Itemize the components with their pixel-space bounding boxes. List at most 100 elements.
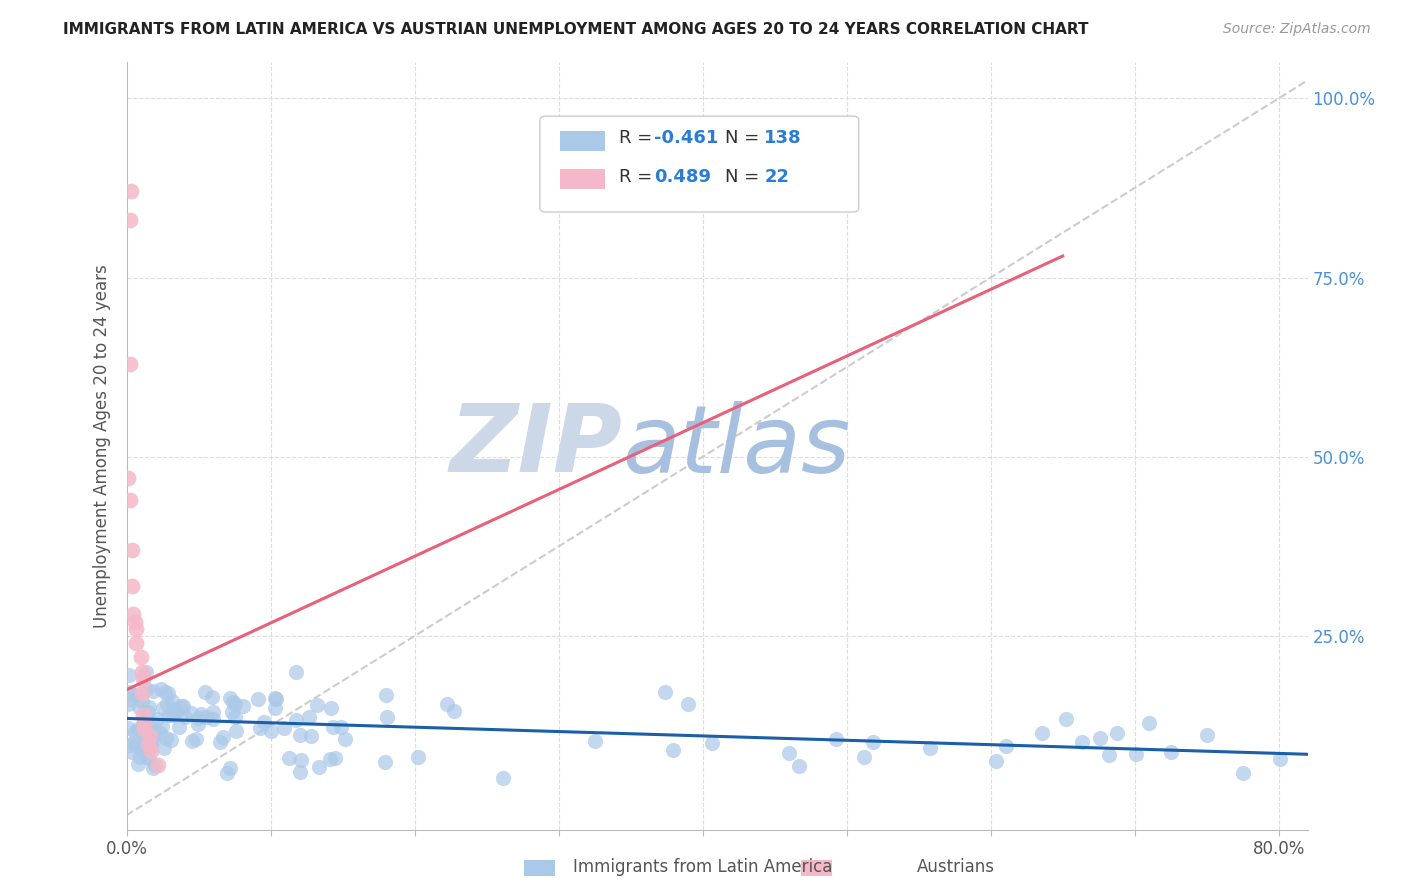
Point xyxy=(277,751,299,765)
Point xyxy=(288,728,311,742)
Point xyxy=(284,665,307,679)
Point xyxy=(1031,726,1053,740)
Bar xyxy=(524,860,555,876)
Point xyxy=(1195,728,1218,742)
Point xyxy=(225,723,247,738)
Text: R =: R = xyxy=(619,168,658,186)
Point xyxy=(124,688,146,702)
Point xyxy=(118,357,141,371)
Point xyxy=(1054,713,1077,727)
Point xyxy=(918,740,941,755)
Point xyxy=(583,734,606,748)
Point xyxy=(170,698,193,713)
Point xyxy=(260,724,283,739)
Point xyxy=(1098,748,1121,763)
Point xyxy=(217,766,239,780)
Point xyxy=(150,681,173,696)
Point xyxy=(135,681,157,696)
Point xyxy=(298,710,321,724)
Point xyxy=(135,665,157,680)
Text: Source: ZipAtlas.com: Source: ZipAtlas.com xyxy=(1223,22,1371,37)
Point xyxy=(285,713,308,727)
Point xyxy=(146,712,169,726)
Point xyxy=(121,745,143,759)
Point xyxy=(155,731,177,745)
Point xyxy=(676,698,699,712)
Point xyxy=(288,764,311,779)
Text: ZIP: ZIP xyxy=(450,400,623,492)
Point xyxy=(129,650,152,665)
Point xyxy=(121,543,143,558)
Point xyxy=(443,704,465,718)
Point xyxy=(202,705,225,719)
Point xyxy=(852,750,875,764)
Point xyxy=(406,750,429,764)
Point xyxy=(125,622,148,636)
Text: Immigrants from Latin America: Immigrants from Latin America xyxy=(574,858,832,876)
Point xyxy=(654,685,676,699)
Point xyxy=(118,667,141,681)
FancyBboxPatch shape xyxy=(540,116,859,212)
Point xyxy=(136,743,159,757)
Point xyxy=(187,717,209,731)
Text: atlas: atlas xyxy=(623,401,851,491)
Y-axis label: Unemployment Among Ages 20 to 24 years: Unemployment Among Ages 20 to 24 years xyxy=(93,264,111,628)
Point xyxy=(375,688,398,702)
Point xyxy=(132,669,155,683)
Point xyxy=(142,761,165,775)
Point xyxy=(136,705,159,719)
Point xyxy=(139,725,162,739)
Point xyxy=(132,743,155,757)
Bar xyxy=(560,131,605,151)
Point xyxy=(181,734,204,748)
Point xyxy=(1160,745,1182,759)
Point xyxy=(224,697,246,711)
Point xyxy=(702,736,724,750)
Point xyxy=(492,772,515,786)
Point xyxy=(172,699,194,714)
Point xyxy=(125,739,148,753)
Point xyxy=(132,672,155,686)
Point xyxy=(212,730,235,744)
Point xyxy=(219,691,242,706)
Point xyxy=(323,751,346,765)
Point xyxy=(138,751,160,765)
Point xyxy=(160,733,183,747)
Point xyxy=(135,749,157,764)
Text: 22: 22 xyxy=(765,168,789,186)
Point xyxy=(253,715,276,730)
Point xyxy=(157,685,180,699)
Point xyxy=(152,700,174,714)
Point xyxy=(125,636,148,650)
Point xyxy=(194,685,217,699)
Text: R =: R = xyxy=(619,129,658,147)
Point xyxy=(329,720,352,734)
Point xyxy=(219,761,242,775)
Point xyxy=(195,709,218,723)
Point xyxy=(1088,731,1111,745)
Point xyxy=(1232,766,1254,780)
Point xyxy=(117,471,139,485)
Point xyxy=(138,730,160,744)
Point xyxy=(135,730,157,744)
Point xyxy=(221,705,243,719)
Point xyxy=(222,694,245,708)
Point xyxy=(662,743,685,757)
Point xyxy=(787,759,810,773)
Point xyxy=(117,721,139,735)
Text: Austrians: Austrians xyxy=(917,858,995,876)
Point xyxy=(139,740,162,755)
Point xyxy=(249,722,271,736)
Text: IMMIGRANTS FROM LATIN AMERICA VS AUSTRIAN UNEMPLOYMENT AMONG AGES 20 TO 24 YEARS: IMMIGRANTS FROM LATIN AMERICA VS AUSTRIA… xyxy=(63,22,1088,37)
Point xyxy=(995,739,1018,753)
Point xyxy=(118,692,141,706)
Point xyxy=(186,732,208,747)
Point xyxy=(375,710,398,724)
Point xyxy=(180,706,202,720)
Bar xyxy=(560,169,605,189)
Point xyxy=(131,686,153,700)
Point xyxy=(118,739,141,753)
Point xyxy=(174,710,197,724)
Point xyxy=(322,720,344,734)
Point xyxy=(159,708,181,723)
